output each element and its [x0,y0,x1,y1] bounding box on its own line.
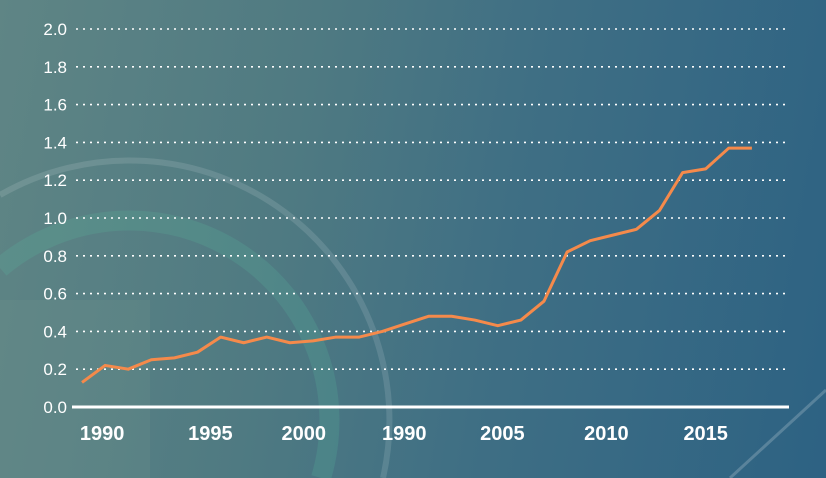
y-tick-label: 1.0 [43,209,67,228]
y-tick-label: 1.8 [43,58,67,77]
series-lines [81,146,753,384]
x-tick-label: 2010 [584,423,629,445]
x-tick-label: 2000 [282,423,327,445]
x-tick-label: 2015 [683,423,728,445]
y-tick-label: 2.0 [43,20,67,39]
series-line [81,146,752,384]
y-tick-label: 0.4 [43,322,67,341]
y-tick-label: 1.2 [43,171,67,190]
gridlines [76,28,789,371]
decorative-ring [0,210,340,478]
y-tick-label: 0.8 [43,247,67,266]
x-tick-label: 1990 [382,423,427,445]
decorative-ring [0,157,393,478]
x-tick-label: 2005 [480,423,525,445]
y-tick-label: 0.0 [43,398,67,417]
decorative-line [728,388,826,478]
y-axis-ticks: 0.0 0.2 0.4 0.6 0.8 1.0 1.2 1.4 1.6 1.8 2.0 [43,20,67,417]
decorative-block [0,300,150,478]
y-tick-label: 0.6 [43,285,67,304]
y-tick-label: 1.4 [43,133,67,152]
x-tick-label: 1990 [80,423,125,445]
y-tick-label: 0.2 [43,360,67,379]
x-axis-ticks: 1990 1995 2000 1990 2005 2010 2015 [80,423,728,445]
x-tick-label: 1995 [188,423,233,445]
y-tick-label: 1.6 [43,96,67,115]
